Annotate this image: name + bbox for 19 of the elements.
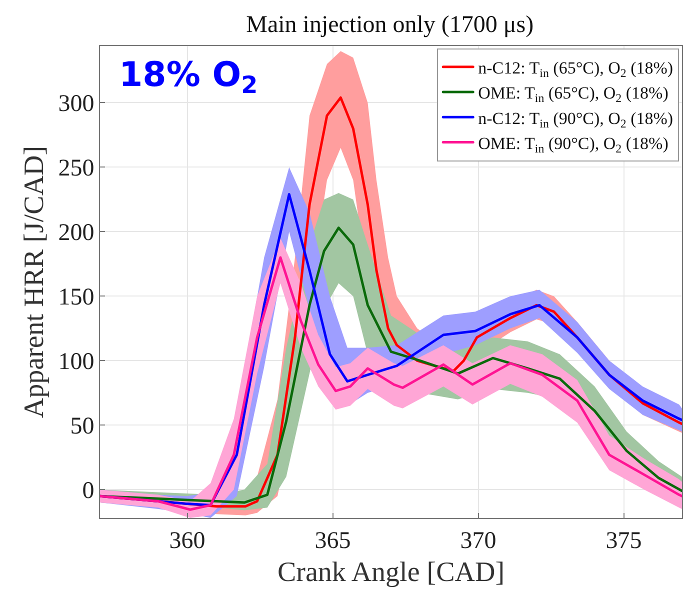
x-tick-label: 370 [460,528,496,554]
y-tick-label: 50 [70,414,94,440]
x-tick-label: 360 [169,528,206,554]
y-tick-label: 250 [58,156,94,182]
annotation: 18% O$_{2}$ [119,55,258,100]
y-tick-label: 150 [58,284,94,311]
y-tick-label: 0 [82,478,94,504]
y-tick-label: 300 [58,91,94,118]
x-tick-label: 375 [606,528,642,554]
legend-label: n-C12: T$_{in}$ (90°C), O$_{2}$ (18%) [478,108,674,130]
legend-label: OME: T$_{in}$ (90°C), O$_{2}$ (18%) [478,134,668,156]
legend-label: n-C12: T$_{in}$ (65°C), O$_{2}$ (18%) [478,58,674,80]
legend-label: OME: T$_{in}$ (65°C), O$_{2}$ (18%) [478,84,668,106]
y-axis-title: Apparent HRR [J/CAD] [18,146,50,418]
x-axis-title: Crank Angle [CAD] [277,556,505,588]
y-tick-label: 100 [58,349,94,376]
chart-title: Main injection only (1700 μs) [246,12,534,38]
x-tick-label: 365 [314,528,351,554]
y-tick-label: 200 [58,220,94,246]
